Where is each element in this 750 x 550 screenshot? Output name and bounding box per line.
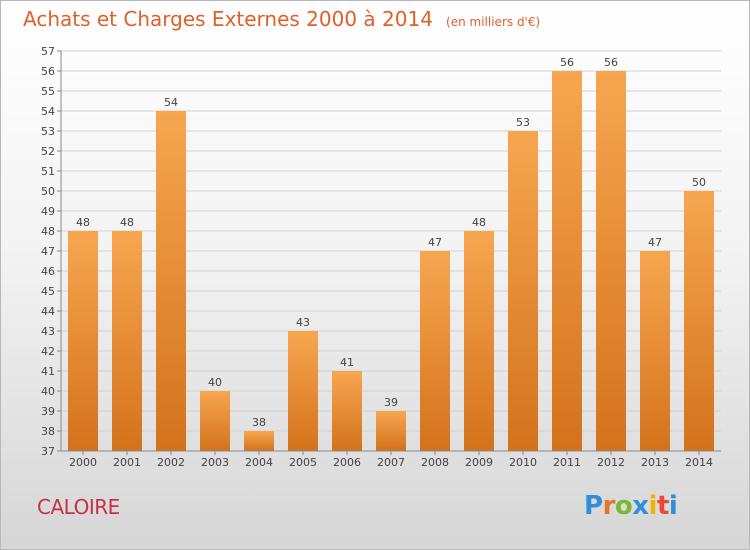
y-tick-label: 43 [41,325,55,338]
bar [288,331,318,451]
bar [420,251,450,451]
x-tick-label: 2005 [289,456,317,469]
x-tick-label: 2008 [421,456,449,469]
bar-value-label: 56 [604,56,618,69]
logo-letter: i [668,491,678,521]
y-tick-label: 50 [41,185,55,198]
bar [112,231,142,451]
y-tick-label: 41 [41,365,55,378]
x-tick-label: 2006 [333,456,361,469]
bar [156,111,186,451]
y-tick-label: 39 [41,405,55,418]
chart-subtitle: (en milliers d'€) [446,15,541,29]
chart-title-line: Achats et Charges Externes 2000 à 2014 (… [23,7,540,31]
logo-letter: P [584,491,603,521]
x-tick-label: 2012 [597,456,625,469]
logo-letter: r [602,491,616,521]
x-tick-label: 2000 [69,456,97,469]
bar [244,431,274,451]
bar [508,131,538,451]
y-tick-label: 56 [41,65,55,78]
y-tick-label: 48 [41,225,55,238]
x-tick-label: 2011 [553,456,581,469]
y-tick-label: 51 [41,165,55,178]
bar-value-label: 48 [120,216,134,229]
y-tick-label: 46 [41,265,55,278]
bar [552,71,582,451]
logo-letter: o [614,491,633,521]
y-tick-label: 44 [41,305,55,318]
x-tick-label: 2013 [641,456,669,469]
bar-value-label: 38 [252,416,266,429]
x-tick-label: 2002 [157,456,185,469]
bar-value-label: 40 [208,376,222,389]
y-tick-label: 53 [41,125,55,138]
bar-value-label: 48 [472,216,486,229]
bar [200,391,230,451]
y-tick-label: 54 [41,105,55,118]
bar [640,251,670,451]
bar [464,231,494,451]
chart-title: Achats et Charges Externes 2000 à 2014 [23,7,433,31]
bar-value-label: 41 [340,356,354,369]
x-tick-label: 2009 [465,456,493,469]
bar-value-label: 47 [428,236,442,249]
bar [596,71,626,451]
commune-name: CALOIRE [37,495,120,519]
bar-value-label: 50 [692,176,706,189]
y-tick-label: 55 [41,85,55,98]
x-tick-label: 2007 [377,456,405,469]
bar [684,191,714,451]
y-tick-label: 57 [41,45,55,58]
y-tick-label: 40 [41,385,55,398]
bar-value-label: 54 [164,96,178,109]
y-tick-label: 49 [41,205,55,218]
bar-value-label: 56 [560,56,574,69]
bar [68,231,98,451]
x-tick-label: 2003 [201,456,229,469]
proxiti-logo: Proxiti [584,491,678,521]
bar [332,371,362,451]
bar-value-label: 53 [516,116,530,129]
bar-value-label: 48 [76,216,90,229]
y-tick-label: 47 [41,245,55,258]
bar-value-label: 43 [296,316,310,329]
y-tick-label: 45 [41,285,55,298]
bar-value-label: 39 [384,396,398,409]
logo-letter: i [648,491,658,521]
x-tick-label: 2010 [509,456,537,469]
logo-letter: x [632,491,649,521]
y-tick-label: 52 [41,145,55,158]
y-tick-label: 37 [41,445,55,458]
y-tick-label: 42 [41,345,55,358]
logo-letter: t [656,491,669,521]
x-tick-label: 2014 [685,456,713,469]
y-tick-label: 38 [41,425,55,438]
x-tick-label: 2001 [113,456,141,469]
x-tick-label: 2004 [245,456,273,469]
bar [376,411,406,451]
bar-value-label: 47 [648,236,662,249]
